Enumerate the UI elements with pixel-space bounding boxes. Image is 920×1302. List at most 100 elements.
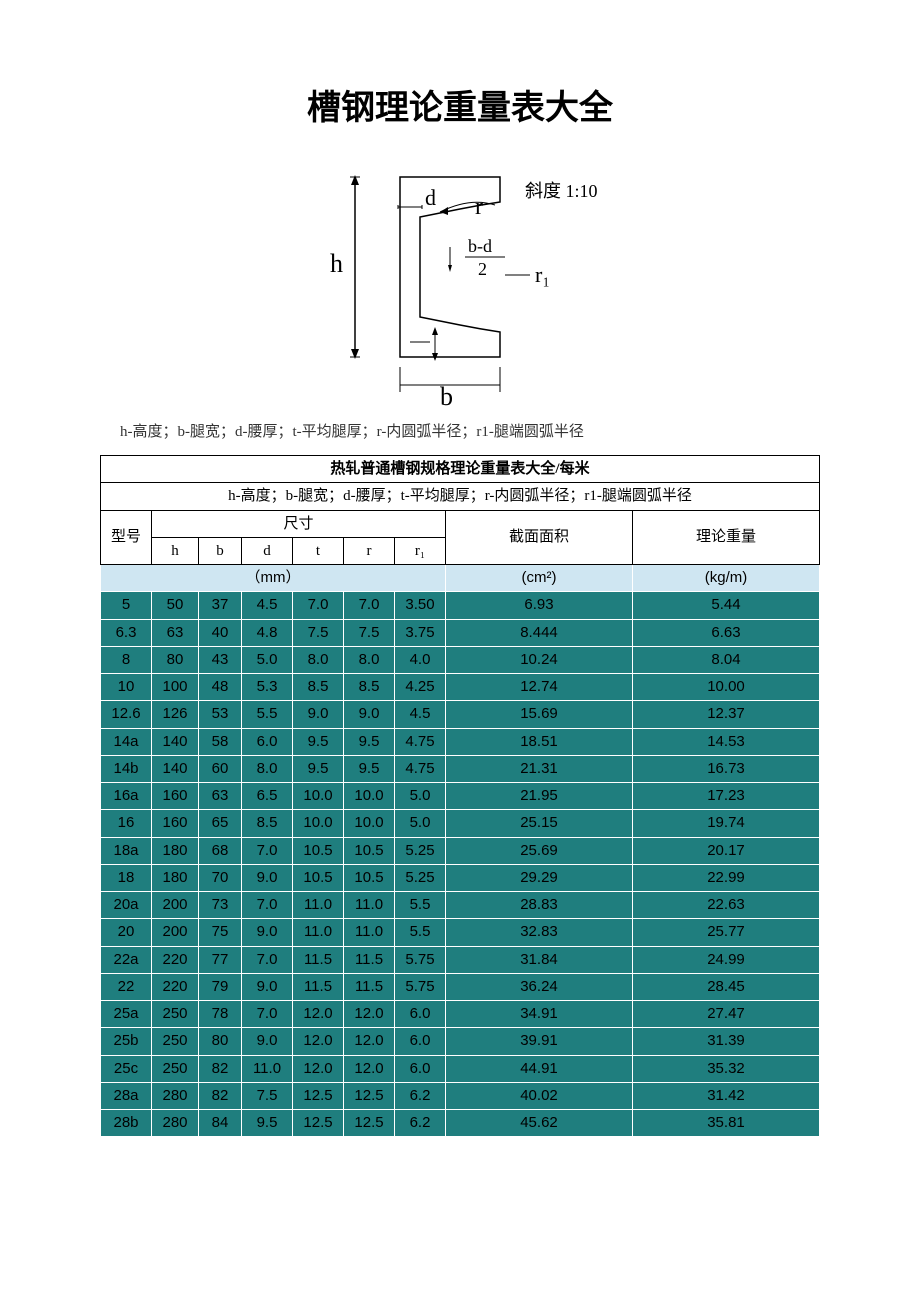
table-cell: 10.0 — [293, 810, 344, 837]
table-cell: 37 — [199, 592, 242, 619]
table-cell: 6.63 — [633, 619, 820, 646]
table-row: 18180709.010.510.55.2529.2922.99 — [101, 864, 820, 891]
table-row: 10100485.38.58.54.2512.7410.00 — [101, 674, 820, 701]
table-cell: 140 — [152, 728, 199, 755]
table-cell: 20 — [101, 919, 152, 946]
table-cell: 11.5 — [344, 973, 395, 1000]
table-cell: 10.5 — [293, 837, 344, 864]
table-cell: 5.5 — [395, 919, 446, 946]
table-cell: 44.91 — [446, 1055, 633, 1082]
channel-steel-table: 热轧普通槽钢规格理论重量表大全/每米 h-高度；b-腿宽；d-腰厚；t-平均腿厚… — [100, 455, 820, 1137]
table-cell: 63 — [199, 783, 242, 810]
table-cell: 12.0 — [293, 1055, 344, 1082]
table-row: 880435.08.08.04.010.248.04 — [101, 646, 820, 673]
table-cell: 60 — [199, 755, 242, 782]
table-cell: 7.0 — [293, 592, 344, 619]
table-row: 22a220777.011.511.55.7531.8424.99 — [101, 946, 820, 973]
table-cell: 32.83 — [446, 919, 633, 946]
table-cell: 65 — [199, 810, 242, 837]
table-cell: 35.32 — [633, 1055, 820, 1082]
table-row: 16160658.510.010.05.025.1519.74 — [101, 810, 820, 837]
table-cell: 28a — [101, 1082, 152, 1109]
table-cell: 220 — [152, 973, 199, 1000]
table-cell: 48 — [199, 674, 242, 701]
table-cell: 8.0 — [242, 755, 293, 782]
table-cell: 25.15 — [446, 810, 633, 837]
table-cell: 220 — [152, 946, 199, 973]
table-cell: 40 — [199, 619, 242, 646]
table-row: 25c2508211.012.012.06.044.9135.32 — [101, 1055, 820, 1082]
table-cell: 3.50 — [395, 592, 446, 619]
table-cell: 5.0 — [242, 646, 293, 673]
table-cell: 8.0 — [293, 646, 344, 673]
table-cell: 280 — [152, 1110, 199, 1137]
table-cell: 9.5 — [242, 1110, 293, 1137]
table-cell: 11.0 — [293, 892, 344, 919]
diagram-frac-top: b-d — [468, 236, 492, 256]
table-cell: 11.0 — [344, 919, 395, 946]
table-cell: 7.5 — [344, 619, 395, 646]
table-cell: 5 — [101, 592, 152, 619]
table-cell: 12.37 — [633, 701, 820, 728]
table-cell: 12.0 — [293, 1028, 344, 1055]
table-cell: 6.0 — [395, 1028, 446, 1055]
table-cell: 4.5 — [395, 701, 446, 728]
table-cell: 10.0 — [344, 810, 395, 837]
table-row: 25a250787.012.012.06.034.9127.47 — [101, 1001, 820, 1028]
table-cell: 11.0 — [344, 892, 395, 919]
table-cell: 200 — [152, 892, 199, 919]
table-cell: 10.5 — [293, 864, 344, 891]
table-cell: 82 — [199, 1055, 242, 1082]
table-cell: 10 — [101, 674, 152, 701]
table-cell: 160 — [152, 783, 199, 810]
table-cell: 160 — [152, 810, 199, 837]
table-cell: 16 — [101, 810, 152, 837]
table-cell: 28.83 — [446, 892, 633, 919]
table-cell: 9.0 — [293, 701, 344, 728]
table-cell: 126 — [152, 701, 199, 728]
table-cell: 4.8 — [242, 619, 293, 646]
table-cell: 4.0 — [395, 646, 446, 673]
table-cell: 11.5 — [293, 946, 344, 973]
col-r1: r₁ — [395, 537, 446, 564]
table-cell: 40.02 — [446, 1082, 633, 1109]
table-cell: 5.5 — [395, 892, 446, 919]
table-cell: 73 — [199, 892, 242, 919]
table-cell: 250 — [152, 1055, 199, 1082]
table-row: 22220799.011.511.55.7536.2428.45 — [101, 973, 820, 1000]
table-row: 16a160636.510.010.05.021.9517.23 — [101, 783, 820, 810]
table-cell: 6.0 — [242, 728, 293, 755]
table-cell: 11.0 — [242, 1055, 293, 1082]
table-cell: 53 — [199, 701, 242, 728]
table-cell: 4.75 — [395, 755, 446, 782]
table-cell: 31.39 — [633, 1028, 820, 1055]
table-cell: 11.5 — [344, 946, 395, 973]
table-cell: 27.47 — [633, 1001, 820, 1028]
table-cell: 4.25 — [395, 674, 446, 701]
table-cell: 18a — [101, 837, 152, 864]
table-cell: 12.6 — [101, 701, 152, 728]
table-cell: 17.23 — [633, 783, 820, 810]
table-cell: 14b — [101, 755, 152, 782]
table-cell: 18 — [101, 864, 152, 891]
table-cell: 8.5 — [242, 810, 293, 837]
table-cell: 84 — [199, 1110, 242, 1137]
diagram-h-label: h — [330, 249, 343, 278]
table-cell: 5.75 — [395, 946, 446, 973]
table-cell: 9.0 — [242, 864, 293, 891]
table-cell: 10.0 — [293, 783, 344, 810]
table-cell: 6.3 — [101, 619, 152, 646]
table-cell: 21.95 — [446, 783, 633, 810]
table-cell: 28b — [101, 1110, 152, 1137]
table-cell: 31.42 — [633, 1082, 820, 1109]
table-cell: 9.5 — [293, 755, 344, 782]
table-cell: 22.99 — [633, 864, 820, 891]
col-r: r — [344, 537, 395, 564]
table-cell: 80 — [152, 646, 199, 673]
table-cell: 10.0 — [344, 783, 395, 810]
table-cell: 9.0 — [344, 701, 395, 728]
table-cell: 78 — [199, 1001, 242, 1028]
table-row: 20200759.011.011.05.532.8325.77 — [101, 919, 820, 946]
col-b: b — [199, 537, 242, 564]
col-weight: 理论重量 — [633, 510, 820, 565]
